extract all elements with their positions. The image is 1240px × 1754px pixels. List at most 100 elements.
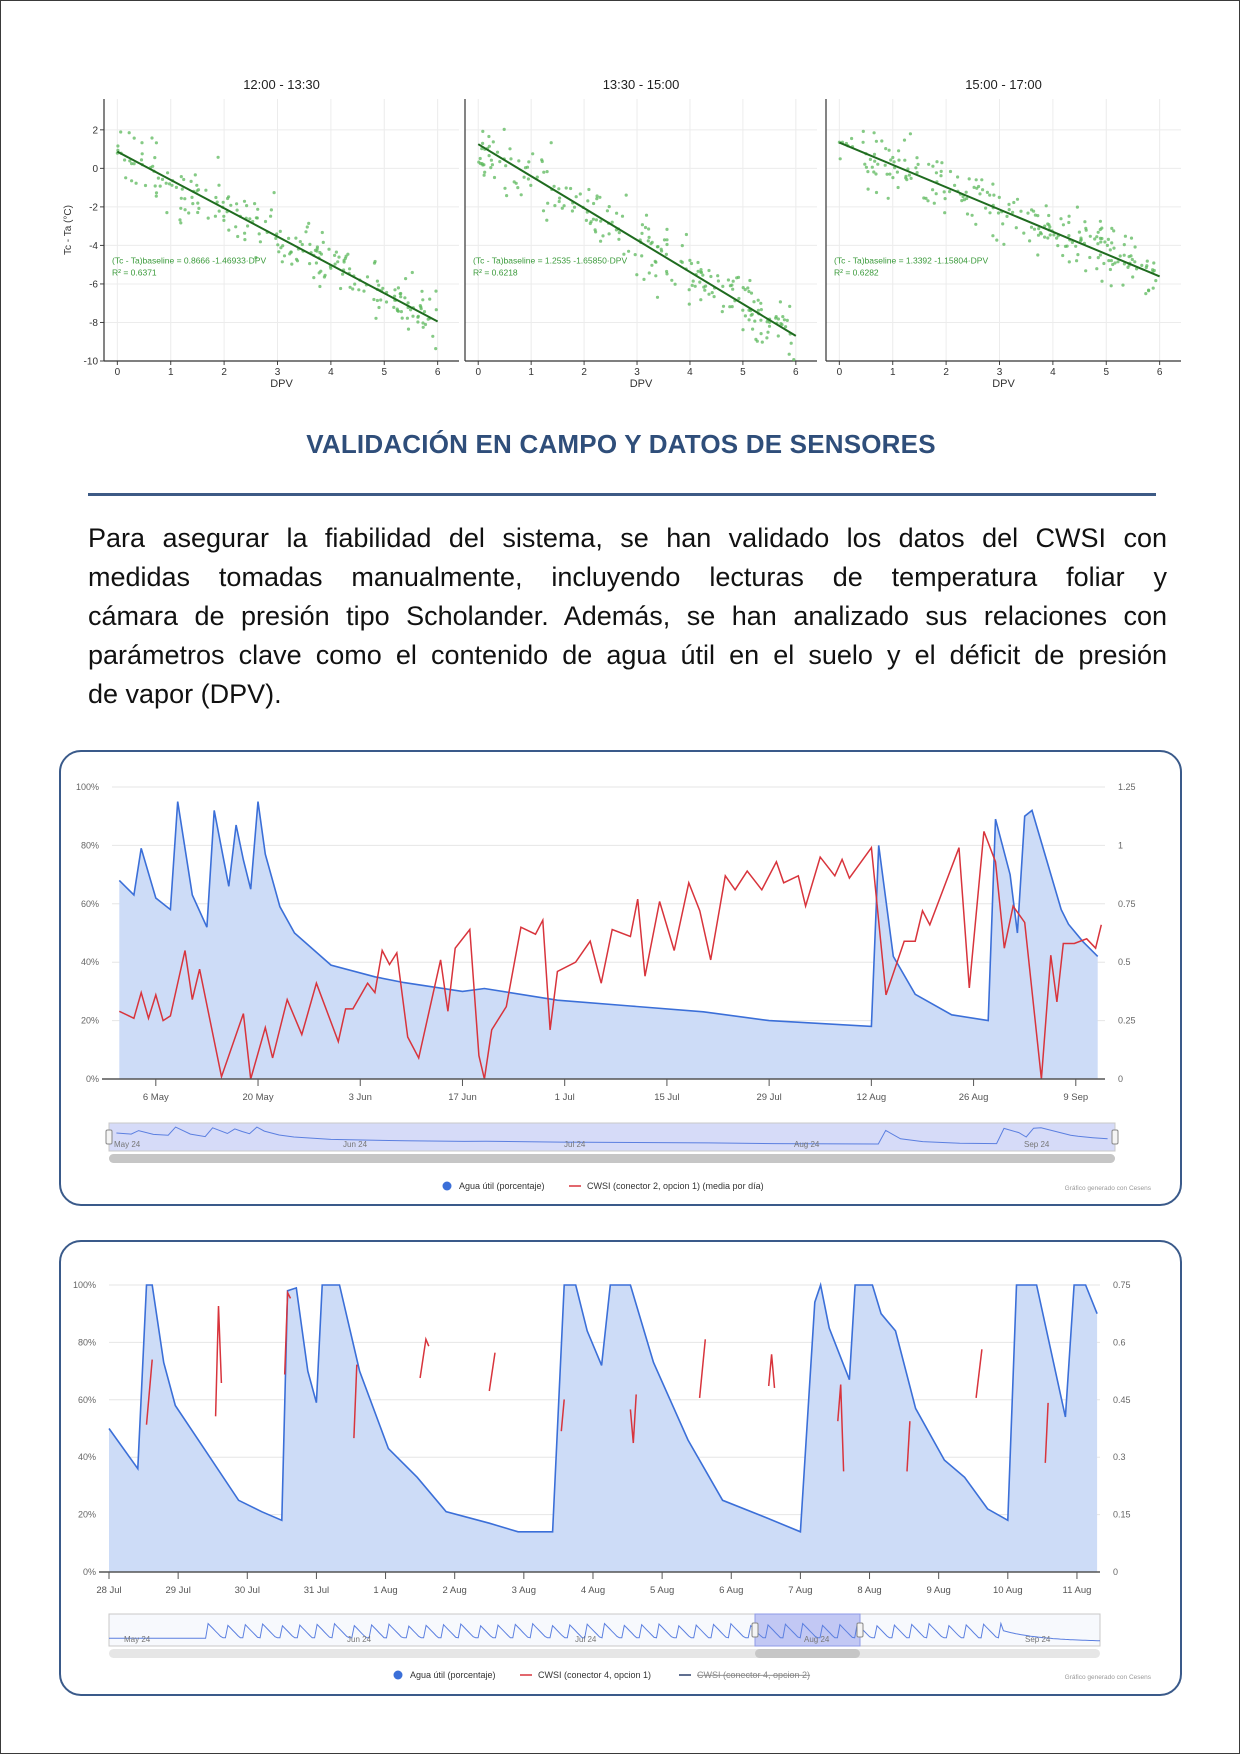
navigator-handle[interactable] <box>1111 1129 1119 1145</box>
cwsi-line[interactable] <box>1044 1402 1049 1463</box>
navigator-handle[interactable] <box>751 1622 759 1638</box>
scatter-point <box>699 268 703 272</box>
legend-item[interactable]: Agua útil (porcentaje) <box>442 1181 545 1191</box>
scrollbar-thumb[interactable] <box>755 1649 860 1658</box>
scatter-point <box>643 225 648 230</box>
scatter-point <box>197 206 201 210</box>
scatter-point <box>749 291 754 295</box>
scatter-point <box>696 260 700 265</box>
y-tick-label: -8 <box>89 318 98 329</box>
x-tick-label: 2 <box>221 367 227 378</box>
legend-item[interactable]: CWSI (conector 4, opcion 1) <box>520 1670 651 1680</box>
scatter-point <box>254 216 258 220</box>
scatter-point <box>130 179 134 183</box>
x-tick-label: 17 Jun <box>448 1092 477 1103</box>
scatter-point <box>1088 255 1092 260</box>
legend-label[interactable]: CWSI (conector 4, opcion 1) <box>538 1670 651 1680</box>
scatter-point <box>564 186 568 190</box>
scatter-point <box>931 164 935 168</box>
section-divider <box>88 493 1156 496</box>
scatter-point <box>348 267 352 271</box>
x-tick-label: 2 <box>943 367 949 378</box>
cwsi-line[interactable] <box>353 1364 358 1439</box>
scatter-point <box>650 263 654 267</box>
cwsi-line[interactable] <box>214 1305 223 1417</box>
scatter-point <box>943 197 947 201</box>
cwsi-line[interactable] <box>419 1336 430 1379</box>
scatter-point <box>765 320 769 324</box>
scatter-point <box>351 287 355 291</box>
agua-util-line[interactable] <box>108 1281 1098 1533</box>
scatter-point <box>701 273 705 277</box>
scatter-point <box>1070 240 1074 244</box>
cwsi-line[interactable] <box>488 1352 496 1392</box>
scatter-point <box>516 186 520 190</box>
legend-label[interactable]: Agua útil (porcentaje) <box>459 1181 545 1191</box>
scatter-point <box>1109 259 1113 263</box>
scatter-point <box>406 301 410 305</box>
range-navigator[interactable]: May 24 Jun 24 Jul 24 Aug 24 Sep 24 <box>108 1613 1101 1647</box>
legend-item[interactable]: Agua útil (porcentaje) <box>393 1670 496 1680</box>
scatter-point <box>546 201 550 205</box>
scatter-point <box>1154 279 1158 283</box>
panel-title: 13:30 - 15:00 <box>603 77 680 92</box>
legend-label[interactable]: Agua útil (porcentaje) <box>410 1670 496 1680</box>
cwsi-line[interactable] <box>837 1384 845 1472</box>
cwsi-line[interactable] <box>906 1421 911 1472</box>
cwsi-line[interactable] <box>629 1394 637 1444</box>
scatter-point <box>765 336 769 340</box>
scatter-point <box>741 308 745 312</box>
scatter-point <box>731 287 735 291</box>
cwsi-line[interactable] <box>560 1399 565 1432</box>
scatter-point <box>792 358 796 362</box>
scatter-point <box>784 325 788 329</box>
navigator-handle[interactable] <box>105 1129 113 1145</box>
scatter-point <box>908 132 913 136</box>
section-paragraph: Para asegurar la fiabilidad del sistema,… <box>88 519 1167 714</box>
scatter-point <box>327 247 331 251</box>
cwsi-line[interactable] <box>283 1289 292 1375</box>
scatter-point <box>876 162 880 166</box>
scatter-point <box>569 186 573 191</box>
legend-item[interactable]: CWSI (conector 4, opcion 2) <box>679 1670 810 1680</box>
scatter-point <box>243 238 247 242</box>
scatter-point <box>785 318 789 322</box>
scatter-point <box>1144 292 1148 296</box>
scrollbar-track[interactable] <box>109 1649 1100 1658</box>
scatter-point <box>698 280 702 284</box>
scatter-point <box>709 274 713 279</box>
legend-label[interactable]: CWSI (conector 2, opcion 1) (media por d… <box>587 1181 764 1191</box>
r-squared-label: R² = 0.6371 <box>112 267 157 277</box>
scatter-point <box>195 183 199 187</box>
x-tick-label: 20 May <box>242 1092 273 1103</box>
cwsi-line[interactable] <box>975 1349 983 1398</box>
scatter-point <box>1122 243 1126 247</box>
scatter-point <box>948 169 953 174</box>
navigator-handle[interactable] <box>856 1622 864 1638</box>
cwsi-line[interactable] <box>145 1359 153 1425</box>
x-tick-label: 3 Aug <box>512 1585 536 1596</box>
scatter-point <box>991 234 995 238</box>
scatter-point <box>434 289 438 293</box>
legend-item[interactable]: CWSI (conector 2, opcion 1) (media por d… <box>569 1181 764 1191</box>
cwsi-line[interactable] <box>698 1339 707 1398</box>
scatter-point <box>897 158 901 162</box>
scatter-point <box>1107 259 1111 263</box>
scatter-point <box>679 259 683 263</box>
scatter-point <box>182 177 186 182</box>
range-navigator[interactable]: May 24 Jun 24 Jul 24 Aug 24 Sep 24 <box>105 1122 1119 1152</box>
scatter-point <box>649 242 653 246</box>
legend-label[interactable]: CWSI (conector 4, opcion 2) <box>697 1670 810 1680</box>
cwsi-line[interactable] <box>767 1354 776 1388</box>
navigator-track[interactable] <box>108 1613 1101 1647</box>
scatter-point <box>665 269 669 274</box>
scatter-point <box>400 316 404 320</box>
navigator-track[interactable] <box>108 1122 1116 1152</box>
scatter-point <box>313 248 317 252</box>
scrollbar-thumb[interactable] <box>109 1154 1115 1163</box>
scatter-point <box>179 221 183 225</box>
scatter-point <box>972 185 976 189</box>
x-tick-label: 6 May <box>143 1092 169 1103</box>
scatter-point <box>541 209 546 213</box>
cwsi-line[interactable] <box>118 831 1103 1080</box>
